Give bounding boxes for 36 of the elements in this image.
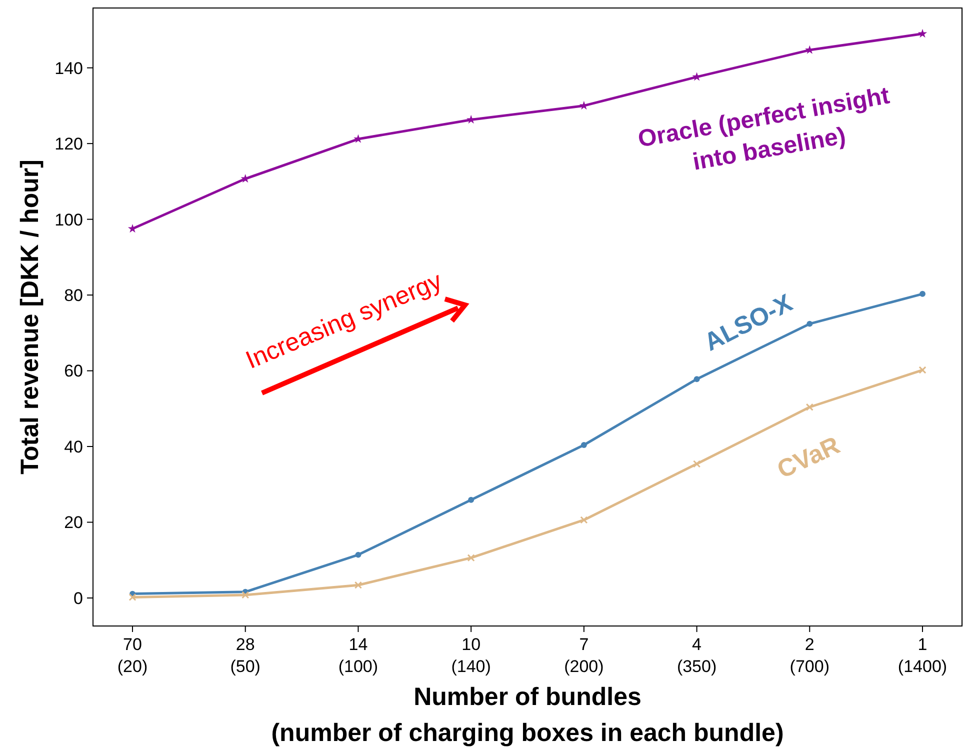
y-tick-label: 60 xyxy=(64,362,83,381)
point xyxy=(692,460,701,468)
y-tick-label: 80 xyxy=(64,286,83,305)
x-tick-label: 28 (50) xyxy=(230,635,260,676)
point xyxy=(580,516,588,524)
y-tick-label: 20 xyxy=(64,513,83,532)
y-tick-label: 100 xyxy=(54,210,83,230)
point xyxy=(806,320,813,327)
point xyxy=(467,554,475,562)
point xyxy=(920,290,926,297)
y-tick-label: 140 xyxy=(54,58,83,78)
y-tick-label: 40 xyxy=(64,437,83,456)
x-axis-title: Number of bundles (number of charging boxes in each bundle) xyxy=(271,683,784,747)
point xyxy=(806,403,814,411)
point xyxy=(694,376,700,382)
x-tick-label: 14 (100) xyxy=(338,635,378,676)
point xyxy=(918,366,926,374)
x-tick-label: 1 (1400) xyxy=(898,635,948,676)
x-tick-label: 70 (20) xyxy=(117,635,148,676)
x-tick-label: 7 (200) xyxy=(564,635,604,676)
point xyxy=(354,581,362,589)
point xyxy=(466,114,476,124)
point xyxy=(355,552,362,558)
y-tick-label: 120 xyxy=(54,134,83,154)
point xyxy=(128,593,136,602)
x-tick-label: 4 (350) xyxy=(676,635,717,676)
point xyxy=(918,28,928,38)
point xyxy=(468,496,474,503)
text: Oracle (perfect insight into baseline) xyxy=(636,82,892,176)
text: CVaR xyxy=(773,431,844,484)
y-axis-title: Total revenue [DKK / hour] xyxy=(16,160,44,474)
x-tick-label: 10 (140) xyxy=(451,635,491,676)
point xyxy=(242,591,250,599)
point xyxy=(580,442,587,448)
x-tick-label: 2 (700) xyxy=(790,635,830,676)
y-tick-label: 0 xyxy=(74,588,83,608)
